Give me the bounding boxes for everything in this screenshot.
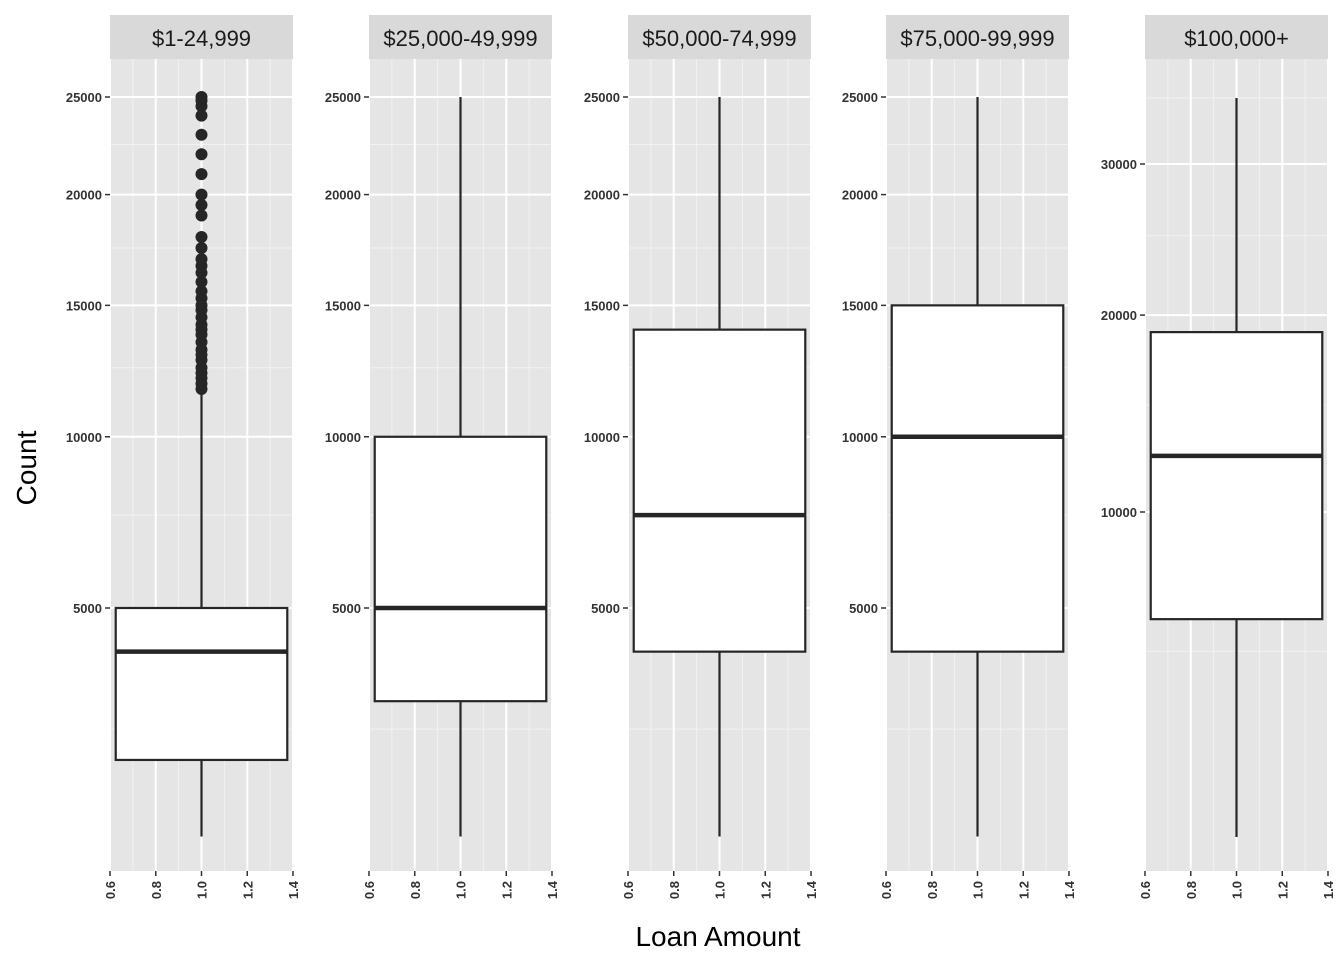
outlier-point — [195, 148, 208, 161]
x-tick-label: 1.4 — [1062, 880, 1077, 899]
y-tick-label: 15000 — [842, 298, 878, 313]
box-iqr — [373, 435, 548, 703]
x-tick-label: 0.6 — [621, 881, 636, 899]
y-axis-title: Count — [11, 430, 42, 505]
facet-strip — [628, 15, 811, 59]
facet-strip-label: $50,000-74,999 — [642, 26, 796, 51]
facet-strip — [886, 15, 1069, 59]
outlier-point — [195, 285, 208, 298]
x-tick-label: 1.2 — [1016, 881, 1031, 899]
x-tick-label: 0.6 — [1138, 881, 1153, 899]
x-tick-label: 1.4 — [545, 880, 560, 899]
x-tick-label: 1.2 — [499, 881, 514, 899]
y-tick-label: 20000 — [1101, 308, 1137, 323]
facet-panels: $1-24,999 5000 10000 15000 20000 25000 0.6 0.8 1… — [66, 15, 1336, 899]
x-tick-label: 1.0 — [454, 881, 469, 899]
y-tick-label: 25000 — [842, 90, 878, 105]
x-tick-label: 1.2 — [1275, 881, 1290, 899]
outlier-point — [195, 168, 208, 181]
x-tick-label: 1.4 — [804, 880, 819, 899]
x-tick-label: 1.0 — [1230, 881, 1245, 899]
x-tick-label: 0.8 — [667, 881, 682, 899]
outlier-point — [195, 209, 208, 222]
facet-panel: $1-24,999 5000 10000 15000 20000 25000 0.6 0.8 1… — [66, 15, 301, 899]
box-iqr — [890, 304, 1065, 653]
y-tick-label: 5000 — [591, 601, 620, 616]
box-iqr — [1149, 331, 1324, 621]
outlier-point — [195, 198, 208, 211]
y-tick-label: 5000 — [332, 601, 361, 616]
x-tick-label: 1.0 — [713, 881, 728, 899]
y-tick-label: 15000 — [66, 298, 102, 313]
y-tick-label: 5000 — [73, 601, 102, 616]
y-tick-label: 10000 — [1101, 505, 1137, 520]
y-tick-label: 20000 — [584, 188, 620, 203]
y-tick-label: 20000 — [842, 188, 878, 203]
outlier-point — [195, 231, 208, 244]
facet-strip — [110, 15, 293, 59]
outlier-point — [195, 253, 208, 266]
x-tick-label: 0.6 — [362, 881, 377, 899]
outlier-point — [195, 275, 208, 288]
x-tick-label: 0.8 — [149, 881, 164, 899]
y-tick-label: 5000 — [849, 601, 878, 616]
y-tick-label: 10000 — [842, 430, 878, 445]
y-tick-label: 10000 — [584, 430, 620, 445]
x-axis-title: Loan Amount — [635, 921, 800, 952]
y-tick-label: 25000 — [325, 90, 361, 105]
y-tick-label: 25000 — [584, 90, 620, 105]
x-tick-label: 0.6 — [879, 881, 894, 899]
box-iqr — [632, 328, 807, 653]
outlier-point — [195, 128, 208, 141]
facet-strip — [369, 15, 552, 59]
facet-panel: $25,000-49,999 5000 10000 15000 20000 25000 0.… — [325, 15, 560, 899]
x-tick-label: 1.4 — [1321, 880, 1336, 899]
outlier-point — [195, 109, 208, 122]
y-tick-label: 15000 — [584, 298, 620, 313]
facet-strip — [1145, 15, 1328, 59]
facet-strip-label: $75,000-99,999 — [900, 26, 1054, 51]
facet-strip-label: $1-24,999 — [152, 26, 251, 51]
y-tick-label: 10000 — [66, 430, 102, 445]
y-tick-label: 10000 — [325, 430, 361, 445]
x-tick-label: 1.4 — [286, 880, 301, 899]
x-tick-label: 1.0 — [971, 881, 986, 899]
x-tick-label: 0.8 — [1184, 881, 1199, 899]
facet-strip-label: $25,000-49,999 — [383, 26, 537, 51]
x-tick-label: 1.2 — [758, 881, 773, 899]
x-tick-label: 0.8 — [925, 881, 940, 899]
outlier-point — [195, 241, 208, 254]
outlier-point — [195, 188, 208, 201]
facet-strip-label: $100,000+ — [1184, 26, 1289, 51]
x-tick-label: 1.2 — [240, 881, 255, 899]
box-iqr — [114, 606, 289, 762]
facet-panel: $75,000-99,999 5000 10000 15000 20000 25000 0.… — [842, 15, 1077, 899]
y-tick-label: 15000 — [325, 298, 361, 313]
y-tick-label: 20000 — [325, 188, 361, 203]
x-tick-label: 0.6 — [103, 881, 118, 899]
x-tick-label: 1.0 — [195, 881, 210, 899]
outlier-point — [195, 91, 208, 103]
y-tick-label: 30000 — [1101, 157, 1137, 172]
y-tick-label: 25000 — [66, 90, 102, 105]
facet-panel: $50,000-74,999 5000 10000 15000 20000 25000 0.… — [584, 15, 819, 899]
x-tick-label: 0.8 — [408, 881, 423, 899]
facet-panel: $100,000+ 10000 20000 30000 0.6 0.8 1.0 1.2 1.4 — [1101, 15, 1336, 899]
y-tick-label: 20000 — [66, 188, 102, 203]
